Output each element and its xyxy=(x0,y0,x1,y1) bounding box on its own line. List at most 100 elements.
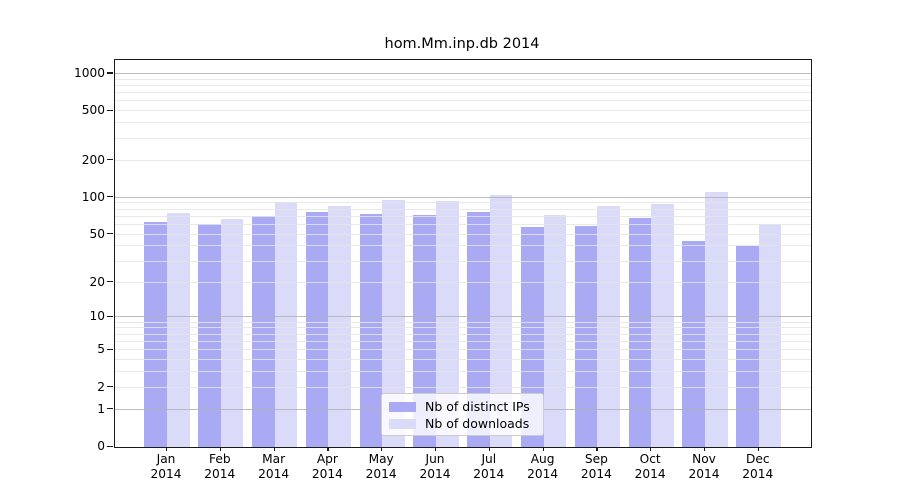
x-tick-label-mar: Mar 2014 xyxy=(258,452,290,481)
bar-dec-distinct-ips xyxy=(736,246,759,447)
bar-mar-downloads xyxy=(274,202,298,447)
gridline-minor xyxy=(115,223,811,225)
gridline-minor xyxy=(115,84,811,86)
gridline-minor xyxy=(115,245,811,247)
bar-jul-downloads xyxy=(489,195,513,447)
plot-area xyxy=(114,59,812,448)
bar-jan-downloads xyxy=(167,213,190,447)
y-tick-mark xyxy=(107,315,113,318)
bar-oct-downloads xyxy=(651,203,674,447)
x-tick-mark xyxy=(542,447,544,451)
bar-may-downloads xyxy=(382,200,405,447)
gridline-minor xyxy=(115,100,811,102)
gridline-minor xyxy=(115,281,811,283)
bar-mar-distinct-ips xyxy=(251,216,275,447)
y-tick-mark xyxy=(107,386,113,388)
y-tick-mark xyxy=(107,159,113,161)
x-tick-mark xyxy=(435,447,437,451)
gridline-minor xyxy=(115,92,811,94)
bar-feb-downloads xyxy=(220,219,244,447)
y-tick-label-100: 100 xyxy=(81,189,105,204)
legend-swatch-distinct-ips xyxy=(389,401,416,412)
x-tick-label-sep: Sep 2014 xyxy=(580,452,612,481)
x-tick-mark xyxy=(596,447,598,451)
bar-jul-distinct-ips xyxy=(467,212,490,447)
bar-may-distinct-ips xyxy=(359,213,383,447)
x-tick-mark xyxy=(327,447,329,451)
y-tick-mark xyxy=(107,445,113,447)
bar-feb-distinct-ips xyxy=(198,224,221,447)
gridline-minor xyxy=(115,110,811,112)
y-tick-mark xyxy=(107,348,113,350)
chart-title: hom.Mm.inp.db 2014 xyxy=(384,36,540,52)
gridline-minor xyxy=(115,233,811,235)
gridline-minor xyxy=(115,202,811,204)
y-tick-mark xyxy=(107,109,113,111)
legend-item-downloads: Nb of downloads xyxy=(389,416,535,431)
bar-sep-distinct-ips xyxy=(574,225,598,447)
y-tick-mark xyxy=(107,281,113,283)
y-tick-mark xyxy=(107,72,113,74)
gridline-major xyxy=(115,72,811,74)
y-tick-label-20: 20 xyxy=(89,274,105,289)
gridline-minor xyxy=(115,159,811,161)
bar-oct-distinct-ips xyxy=(628,218,652,447)
bar-dec-downloads xyxy=(758,224,782,447)
gridline-minor xyxy=(115,137,811,139)
bar-nov-distinct-ips xyxy=(682,241,705,447)
legend: Nb of distinct IPs Nb of downloads xyxy=(381,393,544,436)
legend-swatch-downloads xyxy=(389,418,416,429)
gridline-minor xyxy=(115,327,811,329)
x-tick-label-jul: Jul 2014 xyxy=(473,452,505,481)
gridline-minor xyxy=(115,122,811,124)
y-tick-label-1: 1 xyxy=(97,401,105,416)
y-tick-label-200: 200 xyxy=(81,152,105,167)
y-tick-label-0: 0 xyxy=(97,439,105,453)
gridline-minor xyxy=(115,78,811,80)
x-tick-mark xyxy=(757,447,759,451)
x-tick-mark xyxy=(166,447,168,451)
bar-apr-distinct-ips xyxy=(305,212,329,447)
x-tick-label-may: May 2014 xyxy=(365,452,397,481)
legend-label-distinct-ips: Nb of distinct IPs xyxy=(425,399,530,414)
grid-layer xyxy=(115,60,811,447)
y-tick-mark xyxy=(107,408,113,410)
y-tick-mark xyxy=(107,196,113,198)
y-tick-label-1000: 1000 xyxy=(73,65,105,80)
gridline-minor xyxy=(115,208,811,210)
gridline-minor xyxy=(115,359,811,361)
gridline-minor xyxy=(115,349,811,351)
bar-jun-downloads xyxy=(436,201,459,447)
gridline-major xyxy=(115,316,811,318)
x-tick-mark xyxy=(219,447,221,451)
legend-item-distinct-ips: Nb of distinct IPs xyxy=(389,399,535,414)
y-tick-label-5: 5 xyxy=(97,342,105,357)
x-tick-mark xyxy=(273,447,275,451)
x-tick-label-jan: Jan 2014 xyxy=(150,452,182,481)
gridline-minor xyxy=(115,321,811,323)
gridline-minor xyxy=(115,260,811,262)
bars-layer xyxy=(115,60,811,447)
x-tick-label-feb: Feb 2014 xyxy=(204,452,236,481)
y-tick-label-50: 50 xyxy=(89,226,105,241)
x-tick-mark xyxy=(488,447,490,451)
x-tick-mark xyxy=(381,447,383,451)
x-tick-label-apr: Apr 2014 xyxy=(311,452,343,481)
y-tick-label-10: 10 xyxy=(89,309,105,324)
x-tick-label-oct: Oct 2014 xyxy=(634,452,666,481)
x-tick-label-dec: Dec 2014 xyxy=(742,452,774,481)
gridline-minor xyxy=(115,340,811,342)
y-tick-mark xyxy=(107,233,113,235)
bar-jun-distinct-ips xyxy=(413,215,436,447)
legend-label-downloads: Nb of downloads xyxy=(425,416,530,431)
bar-aug-downloads xyxy=(543,215,567,447)
x-tick-label-nov: Nov 2014 xyxy=(688,452,720,481)
y-tick-label-500: 500 xyxy=(81,103,105,118)
gridline-minor xyxy=(115,371,811,373)
x-tick-mark xyxy=(704,447,706,451)
bar-nov-downloads xyxy=(705,192,728,447)
gridline-minor xyxy=(115,333,811,335)
x-tick-mark xyxy=(650,447,652,451)
gridline-minor xyxy=(115,215,811,217)
